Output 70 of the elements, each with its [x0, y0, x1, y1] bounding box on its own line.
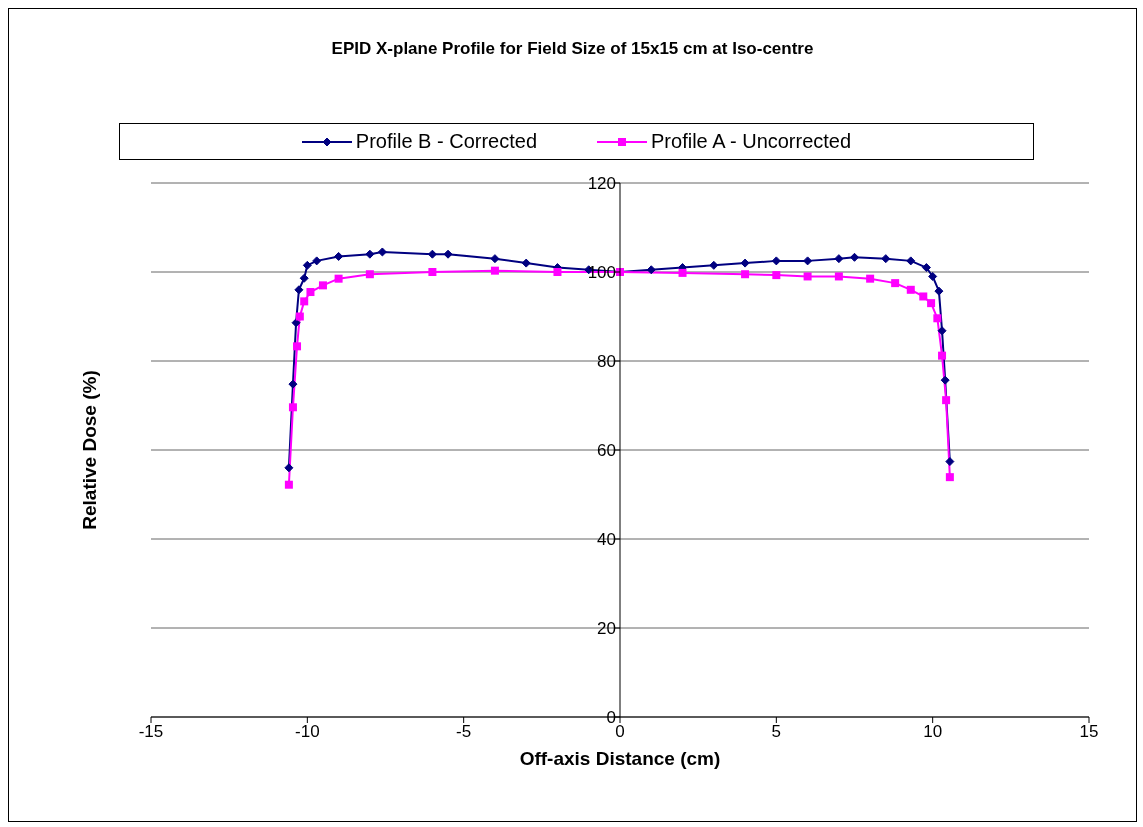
point: [933, 314, 942, 323]
x-tick-label: 15: [1079, 722, 1099, 742]
point: [834, 254, 844, 264]
point: [365, 270, 374, 279]
point: [490, 266, 499, 275]
point: [490, 254, 500, 264]
point: [284, 463, 294, 473]
x-tick-label: 10: [923, 722, 943, 742]
point: [850, 252, 859, 262]
point: [377, 247, 387, 257]
chart-title: EPID X-plane Profile for Field Size of 15x15 cm at Iso-centre: [330, 39, 815, 59]
point: [306, 288, 315, 297]
point: [288, 403, 297, 412]
point: [803, 272, 812, 281]
y-tick-label: 60: [597, 441, 616, 460]
point: [940, 375, 950, 385]
point: [881, 254, 891, 264]
point: [365, 249, 375, 259]
y-tick-label: 120: [587, 174, 616, 193]
point: [942, 396, 951, 405]
point: [334, 251, 344, 261]
point: [443, 249, 453, 259]
point: [300, 297, 309, 306]
point: [866, 274, 875, 283]
point: [299, 273, 309, 283]
point: [284, 480, 293, 489]
point: [891, 279, 900, 288]
point: [771, 256, 781, 266]
x-tick-label: 5: [771, 722, 782, 742]
legend-label: Profile B - Corrected: [355, 130, 538, 153]
point: [934, 286, 944, 296]
point: [318, 281, 327, 290]
point: [945, 473, 954, 482]
point: [334, 274, 343, 283]
point: [428, 268, 437, 276]
point: [834, 272, 843, 281]
x-tick-label: -10: [295, 722, 320, 742]
point: [803, 256, 813, 266]
point: [294, 285, 304, 295]
point: [938, 351, 947, 360]
point: [937, 326, 947, 336]
x-axis-title: Off-axis Distance (cm): [519, 748, 721, 769]
point: [906, 285, 915, 294]
x-tick-label: -5: [456, 722, 472, 742]
point: [291, 318, 301, 328]
point: [553, 268, 562, 276]
point: [709, 260, 719, 270]
point: [741, 270, 750, 279]
x-tick-label: -15: [138, 722, 164, 742]
y-tick-label: 40: [597, 530, 616, 549]
point: [927, 299, 936, 308]
point: [295, 312, 304, 321]
point: [906, 256, 916, 266]
y-tick-label: 80: [597, 352, 616, 371]
point: [945, 457, 955, 467]
point: [921, 263, 931, 273]
point: [928, 271, 938, 281]
point: [312, 256, 322, 266]
y-tick-label: 20: [597, 619, 616, 638]
point: [919, 292, 928, 301]
point: [427, 249, 437, 259]
point: [678, 268, 687, 277]
y-axis-title: Relative Dose (%): [78, 370, 100, 530]
legend-label: Profile A - Uncorrected: [651, 130, 852, 153]
point: [302, 260, 312, 270]
point: [293, 342, 302, 351]
point: [740, 258, 750, 268]
point: [288, 379, 298, 389]
point: [772, 271, 781, 280]
point: [521, 258, 531, 268]
